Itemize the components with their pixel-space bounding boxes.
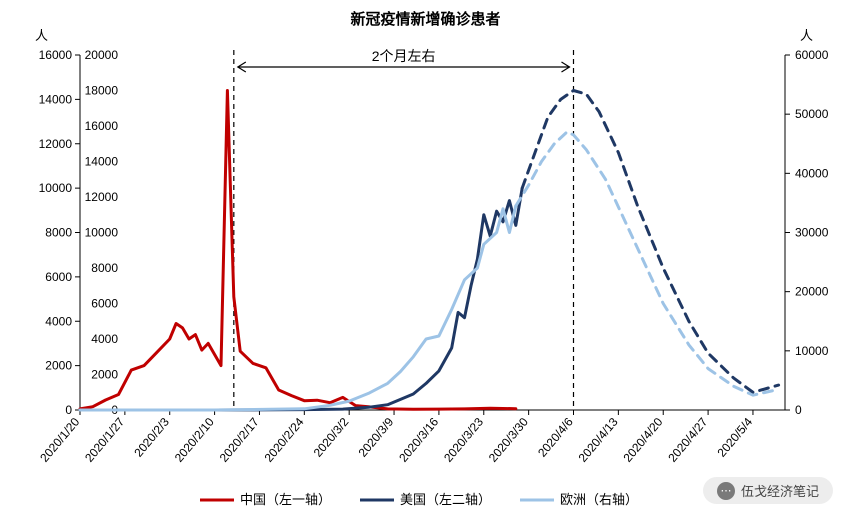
- watermark-text: 伍戈经济笔记: [741, 481, 819, 500]
- y1-tick: 6000: [45, 270, 72, 284]
- y1-tick: 14000: [39, 92, 73, 106]
- y1-tick: 4000: [45, 314, 72, 328]
- y2-tick: 8000: [91, 261, 118, 275]
- yr-tick: 30000: [795, 226, 829, 240]
- y-right-title: 人: [800, 28, 813, 43]
- watermark-icon: ⋯: [717, 482, 735, 500]
- y2-tick: 6000: [91, 297, 118, 311]
- y2-tick: 14000: [85, 155, 119, 169]
- y2-tick: 10000: [85, 226, 119, 240]
- y2-tick: 20000: [85, 48, 119, 62]
- y2-tick: 18000: [85, 84, 119, 98]
- y1-tick: 2000: [45, 359, 72, 373]
- watermark: ⋯ 伍戈经济笔记: [703, 477, 833, 504]
- yr-tick: 10000: [795, 344, 829, 358]
- yr-tick: 20000: [795, 285, 829, 299]
- y-left-title: 人: [35, 28, 48, 43]
- yr-tick: 40000: [795, 166, 829, 180]
- legend-label-0: 中国（左一轴）: [240, 492, 331, 507]
- chart-container: 新冠疫情新增确诊患者 0 2000 4000 6000 8000 10000 12000 140…: [0, 0, 851, 522]
- y1-tick: 12000: [39, 137, 73, 151]
- y2-tick: 16000: [85, 119, 119, 133]
- annotation-text: 2个月左右: [372, 48, 436, 64]
- y2-tick: 2000: [91, 368, 118, 382]
- y1-tick: 8000: [45, 226, 72, 240]
- yr-tick: 50000: [795, 107, 829, 121]
- y1-tick: 16000: [39, 48, 73, 62]
- yr-tick: 0: [795, 403, 802, 417]
- chart-title: 新冠疫情新增确诊患者: [350, 10, 500, 28]
- y2-tick: 12000: [85, 190, 119, 204]
- legend-label-1: 美国（左二轴）: [400, 492, 491, 507]
- chart-svg: 新冠疫情新增确诊患者 0 2000 4000 6000 8000 10000 12000 140…: [0, 0, 851, 522]
- yr-tick: 60000: [795, 48, 829, 62]
- y2-tick: 4000: [91, 332, 118, 346]
- legend-label-2: 欧洲（右轴）: [560, 492, 638, 507]
- y1-tick: 10000: [39, 181, 73, 195]
